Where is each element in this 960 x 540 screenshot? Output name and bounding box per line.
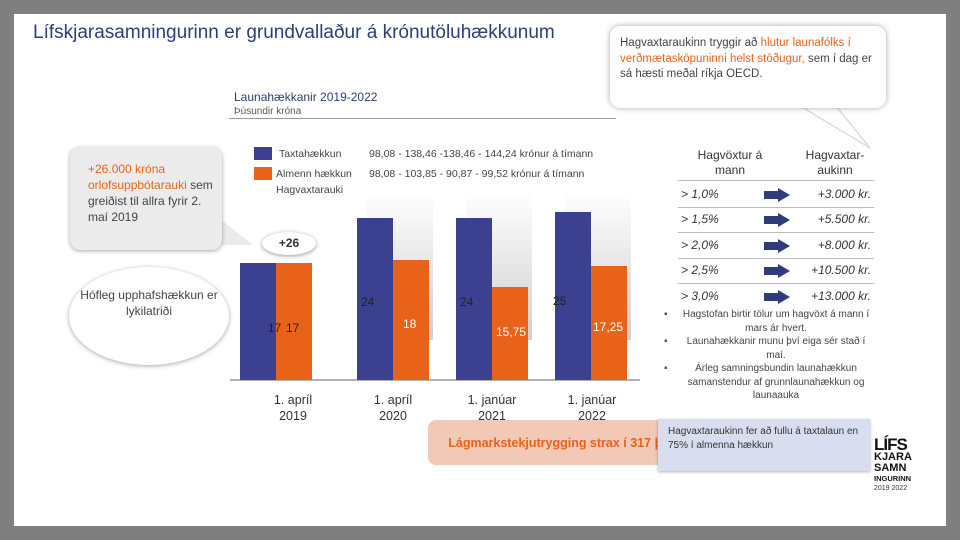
- table-divider: [678, 180, 874, 181]
- table-cell-raise: +3.000 kr.: [817, 187, 871, 201]
- table-divider: [678, 258, 874, 259]
- table-cell-growth: > 2,5%: [681, 263, 719, 277]
- table-divider: [678, 283, 874, 284]
- logo-years: 2019 2022: [874, 485, 908, 492]
- arrow-right-icon: [764, 188, 790, 207]
- table-header-raise: Hagvaxtar-aukinn: [805, 148, 865, 177]
- chart-title: Launahækkanir 2019-2022: [234, 90, 378, 104]
- x-label-line2: 2020: [379, 409, 407, 423]
- legend-label-taxta: Taxtahækkun: [279, 148, 342, 160]
- bar-almenn: [276, 263, 312, 380]
- bar-value-taxta: 24: [361, 295, 375, 309]
- arrow-right-icon: [764, 239, 790, 258]
- legend-label-almenn: Almenn hækkun: [276, 168, 352, 180]
- arrow-right-icon: [764, 264, 790, 283]
- x-label-line1: 1. janúar: [467, 393, 517, 407]
- x-label-line1: 1. apríl: [373, 393, 413, 407]
- logo-line: SAMN: [874, 462, 907, 474]
- table-cell-raise: +10.500 kr.: [811, 263, 871, 277]
- bar-value-almenn: 15,75: [496, 325, 526, 339]
- chart-divider: [229, 118, 616, 119]
- bar-value-almenn: 17,25: [593, 320, 623, 334]
- x-label-line2: 2022: [578, 409, 606, 423]
- x-label-2020: 1. apríl 2020: [353, 392, 433, 424]
- table-cell-growth: > 2,0%: [681, 238, 719, 252]
- logo-line: KJARA: [874, 451, 912, 463]
- info-box: Hagvaxtaraukinn fer að fullu á taxtalaun…: [658, 419, 870, 471]
- orlof-text: sem greiðist til allra fyrir 2. maí 2019: [88, 178, 213, 224]
- bar-almenn: [591, 266, 627, 380]
- legend-swatch-taxta: [254, 147, 272, 160]
- legend-values-taxta: 98,08 - 138,46 -138,46 - 144,24 krónur á…: [369, 148, 594, 160]
- table-cell-raise: +8.000 kr.: [817, 238, 871, 252]
- legend-label-hagvaxtarauki: Hagvaxtarauki: [276, 184, 344, 196]
- list-item: Launahækkanir munu því eiga sér stað í m…: [664, 335, 874, 362]
- callout-highlight: hlutur launafólks í verðmætasköpuninni h…: [620, 37, 851, 65]
- bar-taxta: [456, 218, 492, 380]
- x-label-2019: 1. apríl 2019: [253, 392, 333, 424]
- bar-taxta: [357, 218, 393, 380]
- logo-line: LÍFS: [874, 435, 908, 454]
- list-item: Hagstofan birtir tölur um hagvöxt á mann…: [664, 308, 874, 335]
- x-label-line1: 1. janúar: [567, 393, 617, 407]
- bar-value-taxta: 17: [268, 321, 282, 335]
- bar-almenn: [393, 260, 429, 380]
- x-label-line1: 1. apríl: [273, 393, 313, 407]
- table-cell-raise: +5.500 kr.: [817, 212, 871, 226]
- legend-values-almenn: 98,08 - 103,85 - 90,87 - 99,52 krónur á …: [369, 168, 585, 180]
- callout-text-post: sem í dag er sá hæsti meðal ríkja OECD.: [620, 52, 872, 81]
- chart-subtitle: Þúsundir króna: [234, 106, 302, 117]
- lifskjarasamningurinn-logo: LÍFS KJARA SAMN INGURINN 2019 2022: [874, 435, 922, 504]
- x-label-2021: 1. janúar 2021: [452, 392, 532, 424]
- bar-chart: 17 17 24 18 24 15,75 25 17,25: [230, 190, 640, 381]
- x-label-2022: 1. janúar 2022: [552, 392, 632, 424]
- bar-value-taxta: 25: [553, 294, 567, 308]
- hofleg-callout: Hófleg upphafshækkun er lykilatriði: [69, 267, 229, 365]
- bar-value-taxta: 24: [460, 295, 474, 309]
- arrow-right-icon: [764, 213, 790, 232]
- table-cell-raise: +13.000 kr.: [811, 289, 871, 303]
- orlof-highlight: +26.000 króna orlofsuppbótarauki: [88, 162, 187, 192]
- bar-taxta: [555, 212, 591, 380]
- bar-value-almenn: 18: [403, 317, 417, 331]
- table-divider: [678, 207, 874, 208]
- growth-callout: Hagvaxtaraukinn tryggir að hlutur launaf…: [610, 26, 886, 108]
- page-title: Lífskjarasamningurinn er grundvallaður á…: [33, 22, 555, 43]
- table-cell-growth: > 1,5%: [681, 212, 719, 226]
- x-label-line2: 2019: [279, 409, 307, 423]
- table-cell-growth: > 1,0%: [681, 187, 719, 201]
- bar-value-almenn: 17: [286, 321, 300, 335]
- arrow-right-icon: [764, 290, 790, 309]
- table-cell-growth: > 3,0%: [681, 289, 719, 303]
- x-label-line2: 2021: [478, 409, 506, 423]
- legend-swatch-almenn: [254, 167, 272, 180]
- logo-line: INGURINN: [874, 474, 912, 483]
- table-divider: [678, 232, 874, 233]
- bar-taxta: [240, 263, 276, 380]
- orlof-callout: +26.000 króna orlofsuppbótarauki sem gre…: [70, 147, 222, 250]
- callout-text-pre: Hagvaxtaraukinn tryggir að: [620, 37, 761, 49]
- bar-almenn: [492, 287, 528, 380]
- bullet-list: Hagstofan birtir tölur um hagvöxt á mann…: [664, 308, 874, 403]
- plus26-badge: +26: [262, 232, 316, 255]
- table-header-growth: Hagvöxtur á mann: [697, 148, 763, 177]
- list-item: Árleg samningsbundin launahækkun samanst…: [664, 362, 874, 403]
- callout1-pointer: [215, 215, 253, 245]
